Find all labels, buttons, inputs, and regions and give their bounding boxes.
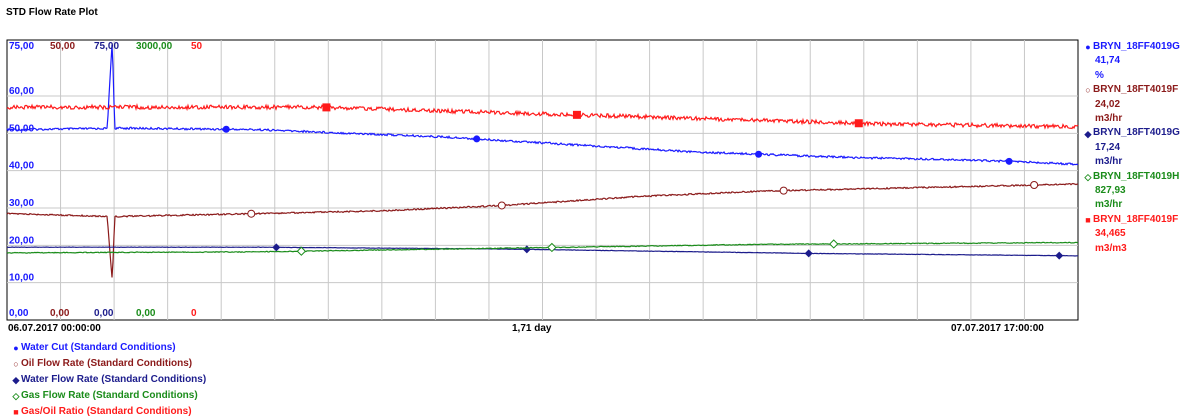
series-current-value: 34,465 bbox=[1095, 228, 1126, 240]
data-marker bbox=[547, 242, 557, 253]
y-tick-label: 60,00 bbox=[9, 86, 34, 97]
series-current-value: 41,74 bbox=[1095, 55, 1121, 67]
right-legend: ● BRYN_18FF4019G 41,74% ○ BRYN_18FT4019F 24,0… bbox=[1083, 40, 1203, 256]
legend-marker-icon: ○ bbox=[13, 359, 19, 369]
series-tag: BRYN_18FF4019G bbox=[1093, 41, 1180, 52]
y-axis-bottom-label-3: 0,00 bbox=[94, 308, 114, 319]
legend-marker-icon: ■ bbox=[13, 407, 19, 417]
x-tick-start: 06.07.2017 00:00:00 bbox=[8, 323, 101, 334]
legend-marker-icon: ◇ bbox=[1084, 171, 1092, 182]
series-unit: % bbox=[1095, 69, 1104, 81]
series-current-value: 827,93 bbox=[1095, 185, 1126, 197]
y-axis-top-label-5: 50 bbox=[191, 41, 203, 52]
series-4 bbox=[6, 239, 1079, 256]
data-marker bbox=[755, 150, 763, 158]
bottom-legend-entry: ◇ Gas Flow Rate (Standard Conditions) bbox=[11, 388, 206, 404]
data-marker bbox=[247, 209, 256, 218]
series-line bbox=[6, 103, 1079, 130]
data-marker bbox=[804, 249, 813, 258]
series-tag: BRYN_18FT4019F bbox=[1093, 84, 1179, 96]
bottom-legend: ● Water Cut (Standard Conditions) ○ Oil Flo… bbox=[11, 340, 207, 420]
y-axis-bottom-label-5: 0 bbox=[191, 308, 197, 319]
right-legend-entry: ◇ BRYN_18FT4019H 827,93 m3/hr bbox=[1083, 170, 1203, 213]
y-axis-top-label-4: 3000,00 bbox=[136, 41, 173, 52]
series-name: Gas Flow Rate (Standard Conditions) bbox=[21, 390, 198, 401]
data-marker bbox=[1005, 157, 1013, 165]
data-marker bbox=[779, 186, 788, 195]
y-axis-top-label-3: 75,00 bbox=[94, 41, 119, 52]
series-tag: BRYN_18FF4019F bbox=[1093, 213, 1179, 225]
y-axis-top-label-2: 50,00 bbox=[50, 41, 75, 52]
grid-lines bbox=[7, 40, 1078, 320]
data-marker bbox=[572, 110, 581, 119]
y-tick-label: 20,00 bbox=[9, 235, 34, 246]
bottom-legend-entry: ◆ Water Flow Rate (Standard Conditions) bbox=[11, 372, 207, 388]
series-tag: BRYN_18FT4019G bbox=[1093, 127, 1180, 139]
data-marker bbox=[322, 103, 331, 112]
series-line bbox=[6, 241, 1079, 254]
data-marker bbox=[272, 243, 281, 252]
series-current-value: 17,24 bbox=[1095, 141, 1121, 153]
series-layer bbox=[6, 44, 1079, 278]
legend-marker-icon: ■ bbox=[1085, 215, 1091, 226]
data-marker bbox=[473, 135, 481, 143]
y-axis-top-label-1: 75,00 bbox=[9, 41, 34, 52]
series-1 bbox=[6, 44, 1079, 166]
series-unit: m3/hr bbox=[1095, 156, 1123, 168]
series-name: Water Cut (Standard Conditions) bbox=[21, 342, 176, 353]
y-tick-label: 10,00 bbox=[9, 273, 34, 284]
series-5 bbox=[6, 103, 1079, 130]
series-name: Water Flow Rate (Standard Conditions) bbox=[21, 374, 207, 385]
legend-marker-icon: ● bbox=[1085, 42, 1091, 53]
axis-labels: 75,00 0,00 50,00 0,00 75,00 0,00 3000,00 0,00 50… bbox=[9, 41, 203, 319]
series-line bbox=[6, 182, 1078, 278]
series-unit: m3/hr bbox=[1095, 113, 1123, 125]
data-marker bbox=[854, 119, 863, 128]
legend-marker-icon: ◆ bbox=[1084, 128, 1092, 139]
data-marker bbox=[222, 125, 230, 133]
series-name: Oil Flow Rate (Standard Conditions) bbox=[21, 358, 193, 369]
series-line bbox=[7, 246, 1078, 257]
bottom-legend-entry: ○ Oil Flow Rate (Standard Conditions) bbox=[11, 356, 206, 372]
data-marker bbox=[497, 201, 506, 210]
series-name: Gas/Oil Ratio (Standard Conditions) bbox=[21, 406, 192, 417]
data-marker bbox=[296, 246, 307, 256]
right-legend-entry: ■ BRYN_18FF4019F 34,465 m3/m3 bbox=[1083, 213, 1203, 256]
y-tick-label: 40,00 bbox=[9, 161, 34, 172]
series-unit: m3/hr bbox=[1095, 199, 1123, 211]
series-tag: BRYN_18FT4019H bbox=[1093, 170, 1180, 182]
right-legend-entry: ● BRYN_18FF4019G 41,74% bbox=[1083, 40, 1203, 83]
series-2 bbox=[6, 180, 1078, 278]
y-axis-bottom-label-2: 0,00 bbox=[50, 308, 70, 319]
right-legend-entry: ○ BRYN_18FT4019F 24,02 m3/hr bbox=[1083, 83, 1203, 126]
x-tick-middle: 1,71 day bbox=[512, 323, 552, 334]
y-tick-label: 50,00 bbox=[9, 123, 34, 134]
data-marker bbox=[1030, 180, 1039, 189]
right-legend-entry: ◆ BRYN_18FT4019G 17,24 m3/hr bbox=[1083, 126, 1203, 169]
x-tick-end: 07.07.2017 17:00:00 bbox=[951, 323, 1044, 334]
legend-marker-icon: ◇ bbox=[12, 391, 20, 401]
y-axis-bottom-label-1: 0,00 bbox=[9, 308, 29, 319]
chart-title: STD Flow Rate Plot bbox=[6, 7, 98, 18]
legend-marker-icon: ● bbox=[13, 343, 19, 353]
series-line bbox=[6, 44, 1079, 166]
y-tick-label: 30,00 bbox=[9, 198, 34, 209]
bottom-legend-entry: ● Water Cut (Standard Conditions) bbox=[11, 340, 206, 356]
data-marker bbox=[1055, 251, 1064, 260]
series-current-value: 24,02 bbox=[1095, 98, 1121, 110]
legend-marker-icon: ○ bbox=[1085, 85, 1091, 96]
series-unit: m3/m3 bbox=[1095, 242, 1127, 254]
legend-marker-icon: ◆ bbox=[12, 375, 20, 385]
bottom-legend-entry: ■ Gas/Oil Ratio (Standard Conditions) bbox=[11, 404, 206, 420]
y-axis-bottom-label-4: 0,00 bbox=[136, 308, 156, 319]
data-marker bbox=[829, 239, 839, 249]
